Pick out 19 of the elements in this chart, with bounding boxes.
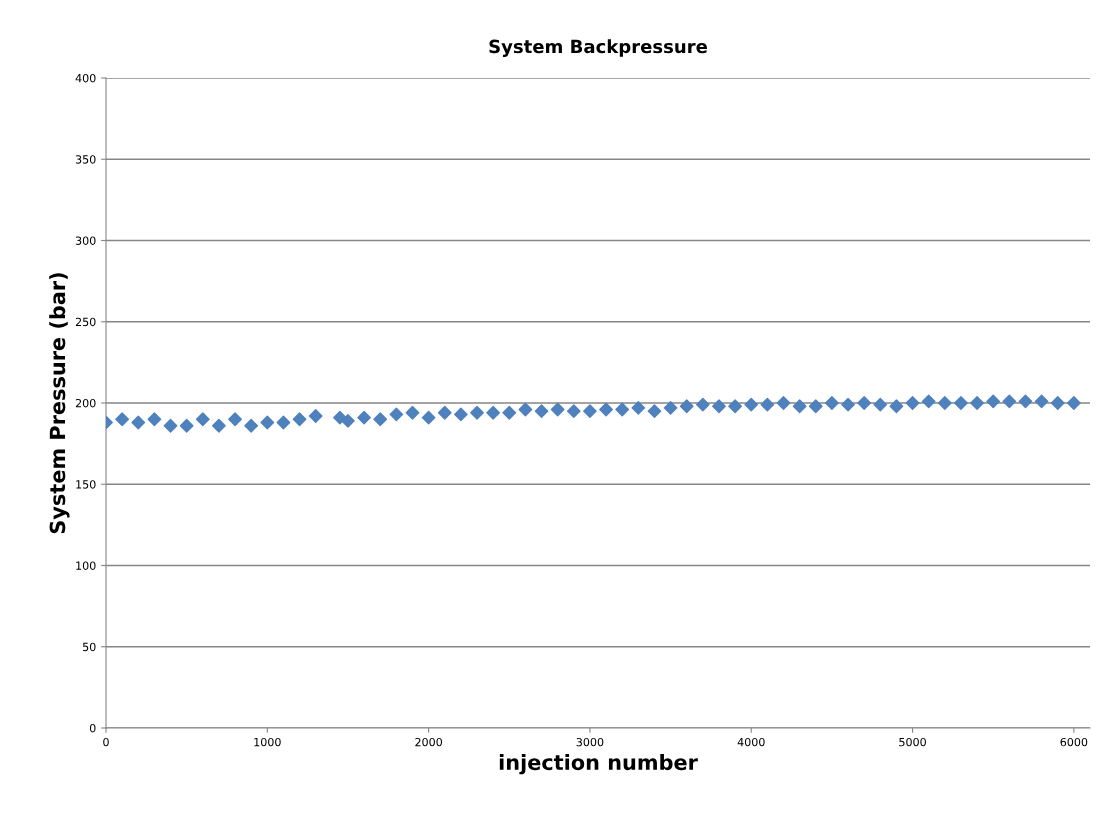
y-tick-label: 300 bbox=[75, 236, 96, 245]
y-axis-title: System Pressure (bar) bbox=[49, 273, 70, 534]
y-tick-label: 50 bbox=[83, 642, 96, 652]
x-tick-label: 5000 bbox=[899, 737, 926, 747]
y-tick-label: 100 bbox=[76, 561, 96, 570]
y-tick-label: 350 bbox=[75, 155, 96, 164]
x-axis-title: injection number bbox=[499, 754, 698, 775]
x-tick-label: 1000 bbox=[254, 737, 281, 747]
y-tick-label: 0 bbox=[89, 723, 96, 733]
y-tick-label: 150 bbox=[76, 480, 96, 489]
x-tick-label: 0 bbox=[103, 737, 109, 747]
y-tick-label: 250 bbox=[75, 317, 96, 327]
x-tick-label: 2000 bbox=[415, 737, 443, 747]
x-tick-label: 4000 bbox=[737, 737, 765, 747]
x-tick-label: 3000 bbox=[576, 737, 604, 747]
y-tick-label: 200 bbox=[75, 398, 96, 408]
y-tick-label: 400 bbox=[75, 73, 96, 83]
chart-title: System Backpressure bbox=[489, 39, 707, 57]
x-tick-label: 6000 bbox=[1060, 737, 1088, 747]
